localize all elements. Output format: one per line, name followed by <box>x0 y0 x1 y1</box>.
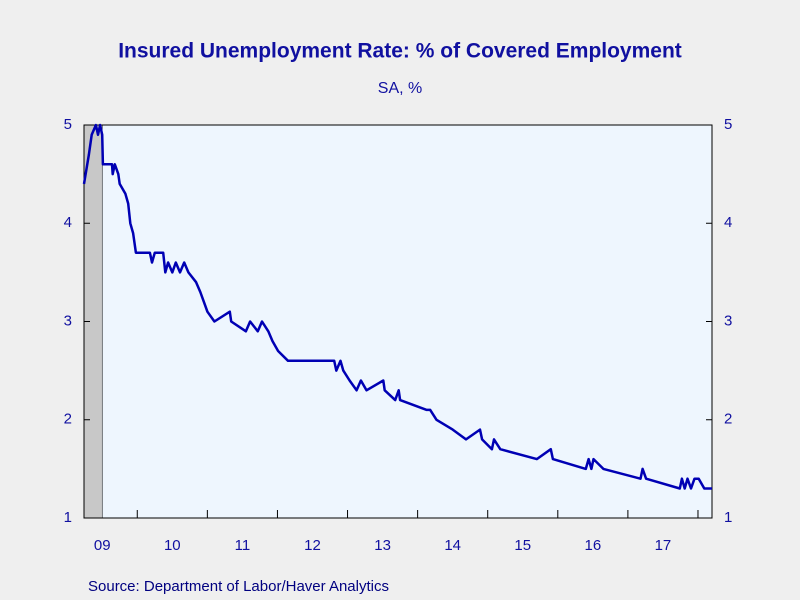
y2-tick-label: 4 <box>724 214 732 231</box>
y2-tick-label: 2 <box>724 411 732 428</box>
y-tick-label: 4 <box>64 214 72 231</box>
chart-title: Insured Unemployment Rate: % of Covered … <box>118 40 682 63</box>
x-tick-label: 14 <box>444 537 461 554</box>
x-tick-label: 09 <box>94 537 111 554</box>
source-note: Source: Department of Labor/Haver Analyt… <box>88 578 389 595</box>
x-tick-label: 13 <box>374 537 391 554</box>
x-tick-label: 15 <box>514 537 531 554</box>
x-tick-label: 12 <box>304 537 321 554</box>
y2-tick-label: 3 <box>724 312 732 329</box>
y2-tick-label: 1 <box>724 509 732 526</box>
x-tick-label: 11 <box>235 537 251 554</box>
y-tick-label: 3 <box>64 312 72 329</box>
y-tick-label: 1 <box>64 509 72 526</box>
plot-frame <box>83 124 713 519</box>
y-tick-label: 2 <box>64 411 72 428</box>
y2-tick-label: 5 <box>724 116 732 133</box>
chart-subtitle: SA, % <box>378 80 422 97</box>
x-tick-label: 10 <box>164 537 181 554</box>
y-tick-label: 5 <box>64 116 72 133</box>
x-tick-label: 17 <box>655 537 672 554</box>
plot-area <box>84 125 712 518</box>
x-tick-label: 16 <box>585 537 602 554</box>
data-line <box>82 123 712 490</box>
